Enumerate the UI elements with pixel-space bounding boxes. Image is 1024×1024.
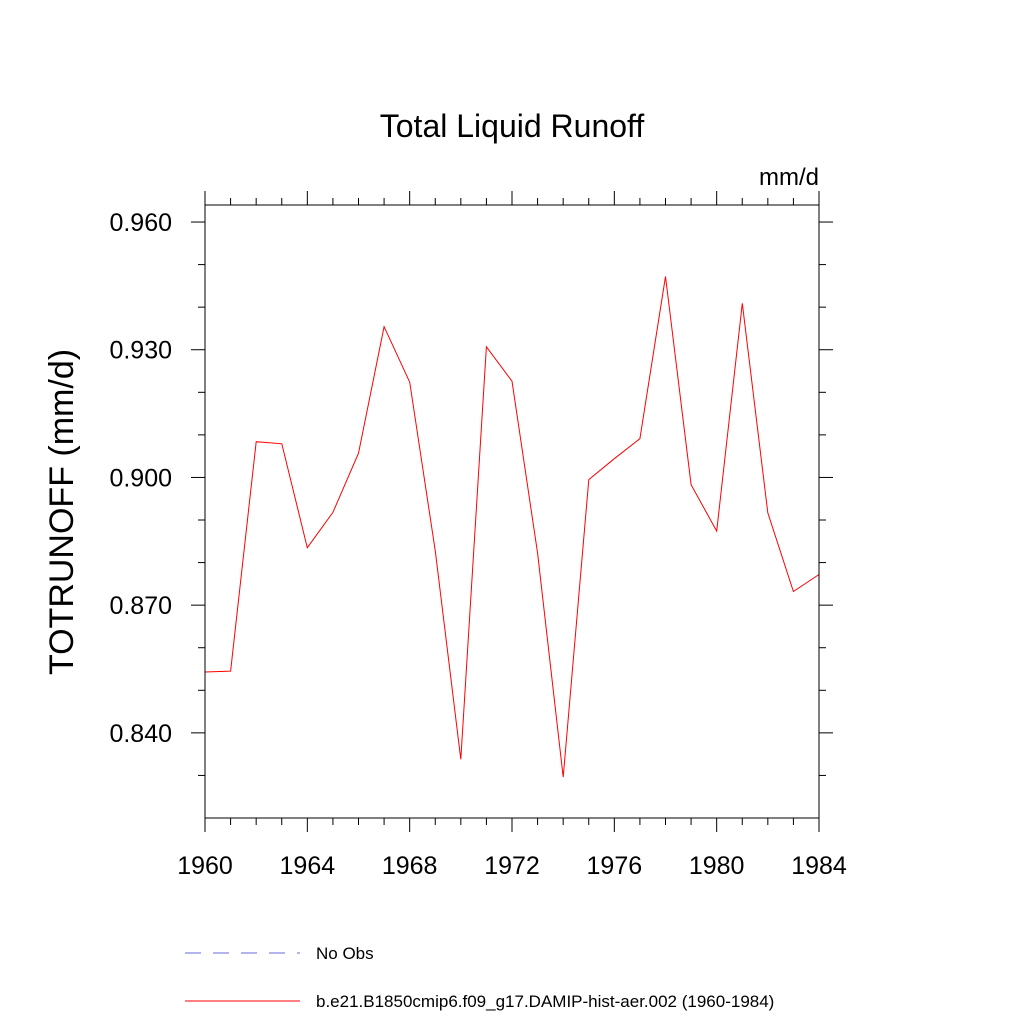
y-axis-label: TOTRUNOFF (mm/d) — [43, 349, 81, 675]
x-tick-label: 1984 — [791, 852, 847, 880]
legend: No Obs b.e21.B1850cmip6.f09_g17.DAMIP-his… — [185, 944, 774, 1011]
y-tick-label: 0.870 — [109, 592, 172, 620]
y-tick-labels: 0.840 0.870 0.900 0.930 0.960 — [109, 209, 172, 748]
x-tick-label: 1976 — [587, 852, 643, 880]
y-tick-label: 0.960 — [109, 209, 172, 237]
series-line — [204, 276, 820, 778]
plot-frame — [204, 204, 820, 819]
units-label: mm/d — [759, 164, 819, 191]
x-tick-label: 1972 — [484, 852, 540, 880]
series-group — [204, 276, 820, 778]
legend-label: No Obs — [316, 944, 374, 963]
chart-title: Total Liquid Runoff — [380, 108, 645, 144]
x-tick-label: 1964 — [280, 852, 336, 880]
y-tick-label: 0.930 — [109, 337, 172, 365]
legend-label: b.e21.B1850cmip6.f09_g17.DAMIP-hist-aer.… — [316, 992, 774, 1011]
y-tick-label: 0.900 — [109, 464, 172, 492]
x-tick-label: 1960 — [177, 852, 233, 880]
axis-ticks — [191, 191, 833, 832]
x-tick-label: 1980 — [689, 852, 745, 880]
x-tick-label: 1968 — [382, 852, 438, 880]
y-tick-label: 0.840 — [109, 720, 172, 748]
x-tick-labels: 1960 1964 1968 1972 1976 1980 1984 — [177, 852, 847, 880]
